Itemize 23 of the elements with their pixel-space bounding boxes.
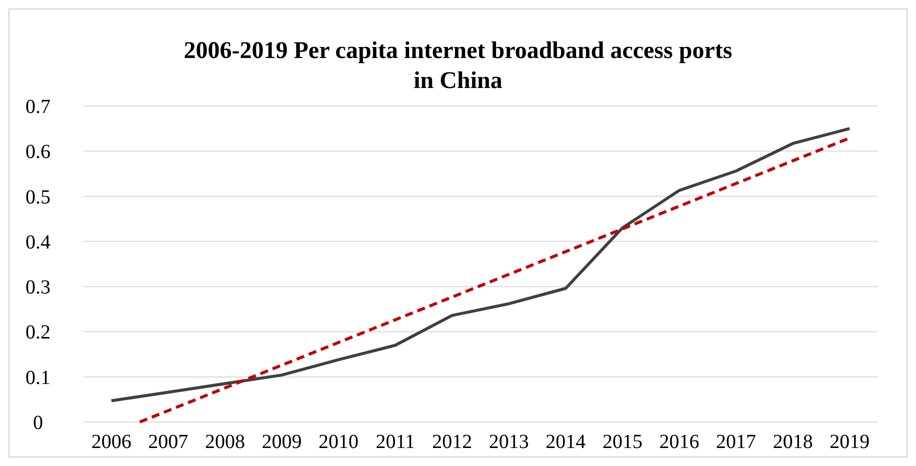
y-tick-label: 0.1 xyxy=(26,366,50,389)
x-tick-label: 2010 xyxy=(318,431,359,453)
x-tick-label: 2008 xyxy=(204,431,245,453)
y-tick-label: 0.6 xyxy=(26,141,50,164)
y-tick-label: 0.4 xyxy=(26,231,50,254)
x-tick-label: 2018 xyxy=(772,431,813,453)
y-tick-label: 0.3 xyxy=(26,276,50,299)
x-tick-label: 2006 xyxy=(91,431,132,453)
chart-title: 2006-2019 Per capita internet broadband access ports in China xyxy=(184,38,732,94)
y-tick-label: 0 xyxy=(33,412,43,434)
x-tick-label: 2007 xyxy=(148,431,188,453)
x-tick-label: 2014 xyxy=(546,431,586,453)
y-tick-label: 0.7 xyxy=(26,96,50,118)
x-tick-label: 2011 xyxy=(376,431,415,453)
x-tick-label: 2015 xyxy=(602,431,642,453)
x-tick-label: 2017 xyxy=(716,431,756,453)
x-tick-label: 2013 xyxy=(488,431,529,453)
x-tick-label: 2016 xyxy=(659,431,700,453)
y-tick-label: 0.2 xyxy=(26,322,50,344)
x-tick-label: 2009 xyxy=(262,431,302,453)
x-tick-label: 2019 xyxy=(830,431,870,453)
y-tick-label: 0.5 xyxy=(26,186,50,208)
x-tick-label: 2012 xyxy=(432,431,472,453)
